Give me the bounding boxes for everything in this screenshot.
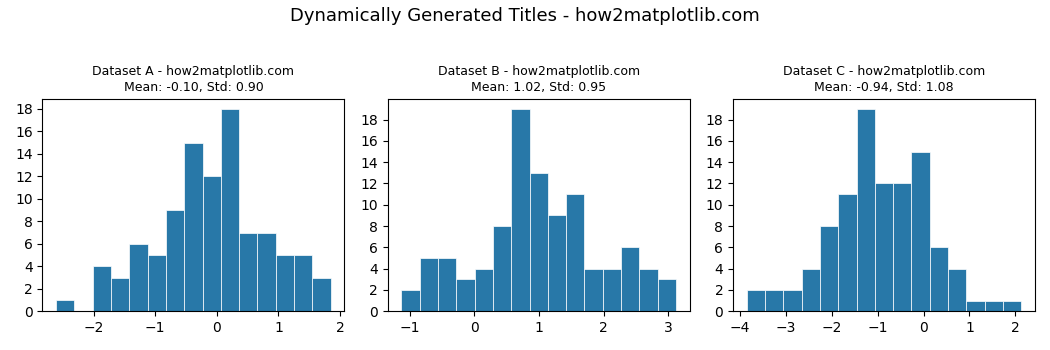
Bar bbox=[875, 183, 894, 311]
Bar bbox=[457, 279, 475, 311]
Bar bbox=[838, 194, 857, 311]
Bar bbox=[603, 269, 622, 311]
Bar bbox=[220, 109, 239, 311]
Bar bbox=[857, 109, 875, 311]
Bar bbox=[657, 279, 676, 311]
Bar bbox=[148, 255, 166, 311]
Bar bbox=[622, 247, 639, 311]
Bar bbox=[966, 301, 985, 311]
Bar bbox=[820, 226, 838, 311]
Bar bbox=[948, 269, 966, 311]
Bar bbox=[239, 233, 257, 311]
Bar bbox=[257, 233, 276, 311]
Bar bbox=[1003, 301, 1022, 311]
Bar bbox=[765, 290, 783, 311]
Bar bbox=[475, 269, 494, 311]
Bar bbox=[747, 290, 765, 311]
Bar bbox=[529, 173, 548, 311]
Bar bbox=[802, 269, 820, 311]
Bar bbox=[911, 152, 930, 311]
Bar bbox=[438, 258, 457, 311]
Title: Dataset B - how2matplotlib.com
Mean: 1.02, Std: 0.95: Dataset B - how2matplotlib.com Mean: 1.0… bbox=[438, 65, 639, 93]
Bar bbox=[166, 210, 185, 311]
Bar bbox=[420, 258, 438, 311]
Bar bbox=[92, 266, 111, 311]
Bar bbox=[185, 143, 203, 311]
Bar bbox=[783, 290, 802, 311]
Bar bbox=[111, 278, 129, 311]
Bar bbox=[511, 109, 529, 311]
Bar bbox=[639, 269, 657, 311]
Bar bbox=[294, 255, 312, 311]
Bar bbox=[985, 301, 1003, 311]
Bar bbox=[312, 278, 331, 311]
Bar bbox=[585, 269, 603, 311]
Bar bbox=[276, 255, 294, 311]
Bar bbox=[548, 216, 566, 311]
Bar bbox=[930, 247, 948, 311]
Bar bbox=[566, 194, 585, 311]
Bar bbox=[494, 226, 511, 311]
Bar bbox=[129, 244, 148, 311]
Title: Dataset C - how2matplotlib.com
Mean: -0.94, Std: 1.08: Dataset C - how2matplotlib.com Mean: -0.… bbox=[783, 65, 985, 93]
Title: Dataset A - how2matplotlib.com
Mean: -0.10, Std: 0.90: Dataset A - how2matplotlib.com Mean: -0.… bbox=[92, 65, 294, 93]
Bar bbox=[57, 300, 75, 311]
Text: Dynamically Generated Titles - how2matplotlib.com: Dynamically Generated Titles - how2matpl… bbox=[290, 7, 760, 25]
Bar bbox=[894, 183, 911, 311]
Bar bbox=[203, 176, 220, 311]
Bar bbox=[401, 290, 420, 311]
